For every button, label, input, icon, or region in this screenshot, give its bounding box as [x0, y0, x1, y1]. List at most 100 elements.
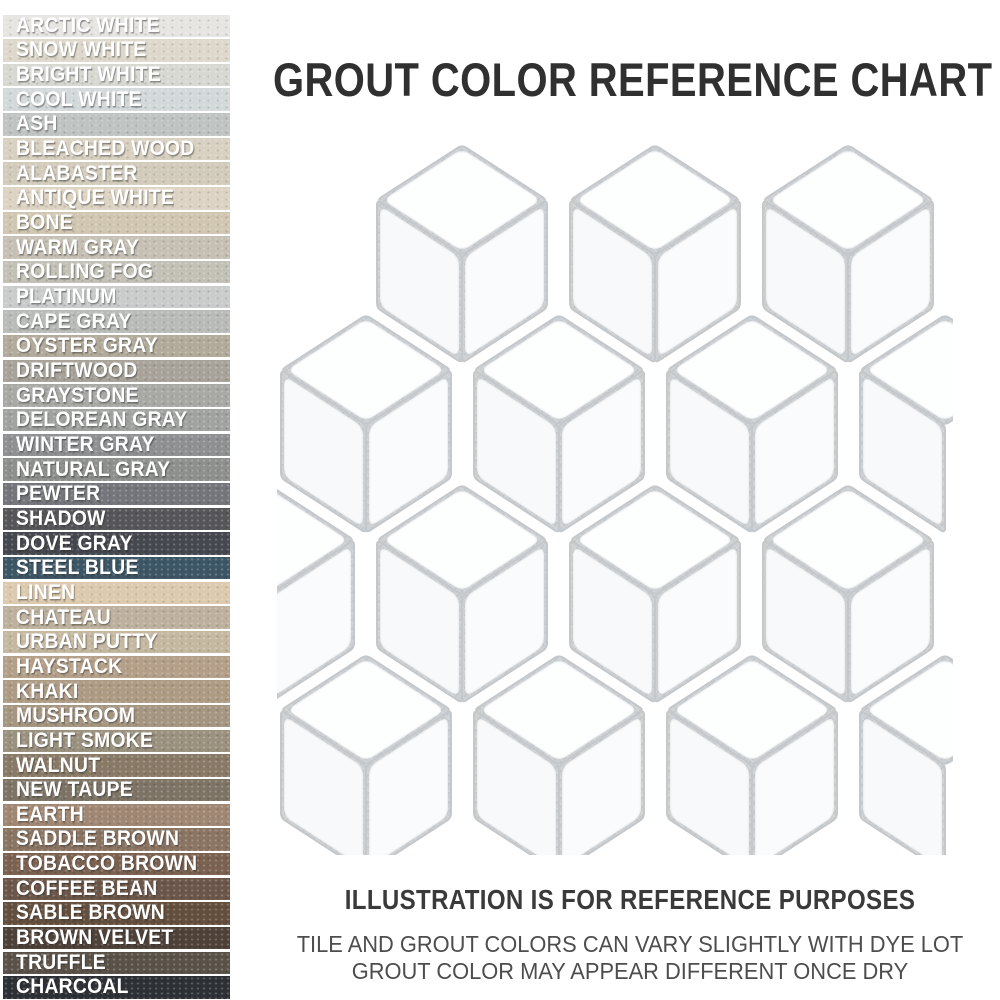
swatch-bright-white: BRIGHT WHITE — [3, 63, 230, 87]
swatch-label: WINTER GRAY — [16, 433, 155, 456]
swatch-label: BRIGHT WHITE — [16, 63, 161, 87]
swatch-bone: BONE — [3, 211, 230, 235]
footer-line-2: TILE AND GROUT COLORS CAN VARY SLIGHTLY … — [296, 931, 964, 957]
swatch-label: EARTH — [16, 803, 84, 826]
swatch-earth: EARTH — [3, 803, 230, 826]
swatch-label: CHATEAU — [16, 606, 111, 629]
swatch-label: LIGHT SMOKE — [16, 729, 154, 752]
swatch-natural-gray: NATURAL GRAY — [3, 458, 230, 481]
cube-left-tile — [573, 209, 652, 354]
swatch-arctic-white: ARCTIC WHITE — [3, 14, 230, 37]
swatch-label: ANTIQUE WHITE — [16, 187, 175, 210]
swatch-label: HAYSTACK — [16, 655, 123, 678]
cube-left-tile — [573, 549, 652, 694]
swatch-charcoal: CHARCOAL — [3, 976, 230, 999]
cube-top-tile — [277, 493, 345, 587]
cube-left-tile — [477, 719, 556, 855]
cube-left-tile — [477, 379, 556, 524]
page-title: GROUT COLOR REFERENCE CHART — [272, 53, 993, 106]
swatch-warm-gray: WARM GRAY — [3, 236, 230, 259]
swatch-urban-putty: URBAN PUTTY — [3, 631, 230, 654]
cube-right-tile — [755, 379, 834, 524]
cube-left-tile — [284, 379, 363, 524]
swatch-cape-gray: CAPE GRAY — [3, 310, 230, 333]
footer-disclaimer: ILLUSTRATION IS FOR REFERENCE PURPOSES T… — [260, 885, 1000, 985]
swatch-label: SHADOW — [16, 507, 106, 530]
swatch-winter-gray: WINTER GRAY — [3, 433, 230, 457]
cube-top-tile — [483, 661, 635, 759]
footer-line-3: GROUT COLOR MAY APPEAR DIFFERENT ONCE DR… — [351, 958, 909, 984]
swatch-label: PLATINUM — [16, 285, 117, 308]
swatch-label: TRUFFLE — [16, 951, 106, 974]
swatch-ash: ASH — [3, 113, 230, 136]
cube-right-tile — [369, 719, 448, 855]
swatch-sable-brown: SABLE BROWN — [3, 902, 230, 925]
swatch-shadow: SHADOW — [3, 507, 230, 531]
swatch-label: DOVE GRAY — [16, 532, 133, 555]
swatch-linen: LINEN — [3, 581, 230, 605]
footer-heading: ILLUSTRATION IS FOR REFERENCE PURPOSES — [344, 884, 916, 915]
swatch-label: SADDLE BROWN — [16, 828, 180, 851]
cube-right-tile — [465, 209, 544, 354]
cube-left-tile — [766, 549, 845, 694]
swatch-label: ARCTIC WHITE — [16, 14, 160, 37]
swatch-label: CAPE GRAY — [16, 310, 132, 333]
swatch-label: STEEL BLUE — [16, 557, 139, 580]
swatch-label: COFFEE BEAN — [16, 877, 158, 900]
swatch-oyster-gray: OYSTER GRAY — [3, 335, 230, 358]
swatch-label: ALABASTER — [16, 162, 138, 185]
swatch-pewter: PEWTER — [3, 483, 230, 506]
cube-left-tile — [863, 719, 942, 855]
cube-right-tile — [851, 549, 930, 694]
swatch-label: ROLLING FOG — [16, 261, 154, 284]
cube-top-tile — [579, 151, 731, 249]
swatch-label: CHARCOAL — [16, 976, 129, 999]
swatch-label: DRIFTWOOD — [16, 359, 138, 382]
swatch-mushroom: MUSHROOM — [3, 704, 230, 728]
cube-left-tile — [284, 719, 363, 855]
tile-layer — [277, 151, 953, 855]
swatch-coffee-bean: COFFEE BEAN — [3, 877, 230, 900]
cube-right-tile — [658, 549, 737, 694]
swatch-label: SABLE BROWN — [16, 902, 166, 925]
cube-right-tile — [465, 549, 544, 694]
swatch-label: GRAYSTONE — [16, 384, 139, 407]
swatch-chateau: CHATEAU — [3, 606, 230, 629]
swatch-label: PEWTER — [16, 483, 101, 506]
swatch-delorean-gray: DELOREAN GRAY — [3, 409, 230, 432]
swatch-haystack: HAYSTACK — [3, 655, 230, 679]
swatch-label: BONE — [16, 211, 73, 234]
swatch-platinum: PLATINUM — [3, 285, 230, 309]
swatch-label: ASH — [16, 113, 58, 136]
tile-mosaic-illustration — [277, 145, 953, 855]
cube-left-tile — [670, 719, 749, 855]
cube-left-tile — [380, 209, 459, 354]
swatch-alabaster: ALABASTER — [3, 162, 230, 185]
cube-top-tile — [869, 661, 953, 759]
cube-right-tile — [562, 379, 641, 524]
swatch-walnut: WALNUT — [3, 754, 230, 777]
swatch-label: DELOREAN GRAY — [16, 409, 188, 432]
cube-top-tile — [676, 321, 828, 419]
cube-left-tile — [670, 379, 749, 524]
cube-top-tile — [869, 321, 953, 419]
cube-left-tile — [766, 209, 845, 354]
swatch-truffle: TRUFFLE — [3, 951, 230, 974]
cube-left-tile — [380, 549, 459, 694]
cube-right-tile — [369, 379, 448, 524]
cube-top-tile — [579, 491, 731, 589]
swatch-saddle-brown: SADDLE BROWN — [3, 828, 230, 851]
swatch-label: KHAKI — [16, 680, 79, 703]
swatch-label: TOBACCO BROWN — [16, 852, 198, 876]
swatch-light-smoke: LIGHT SMOKE — [3, 729, 230, 753]
swatch-antique-white: ANTIQUE WHITE — [3, 187, 230, 210]
cube-top-tile — [483, 321, 635, 419]
swatch-tobacco-brown: TOBACCO BROWN — [3, 852, 230, 876]
swatch-label: BROWN VELVET — [16, 926, 174, 950]
swatch-khaki: KHAKI — [3, 680, 230, 703]
cube-right-tile — [277, 549, 351, 694]
swatch-column: ARCTIC WHITE SNOW WHITE BRIGHT WHITE COOL W… — [0, 0, 232, 1000]
swatch-label: MUSHROOM — [16, 704, 136, 728]
swatch-label: WARM GRAY — [16, 236, 140, 259]
